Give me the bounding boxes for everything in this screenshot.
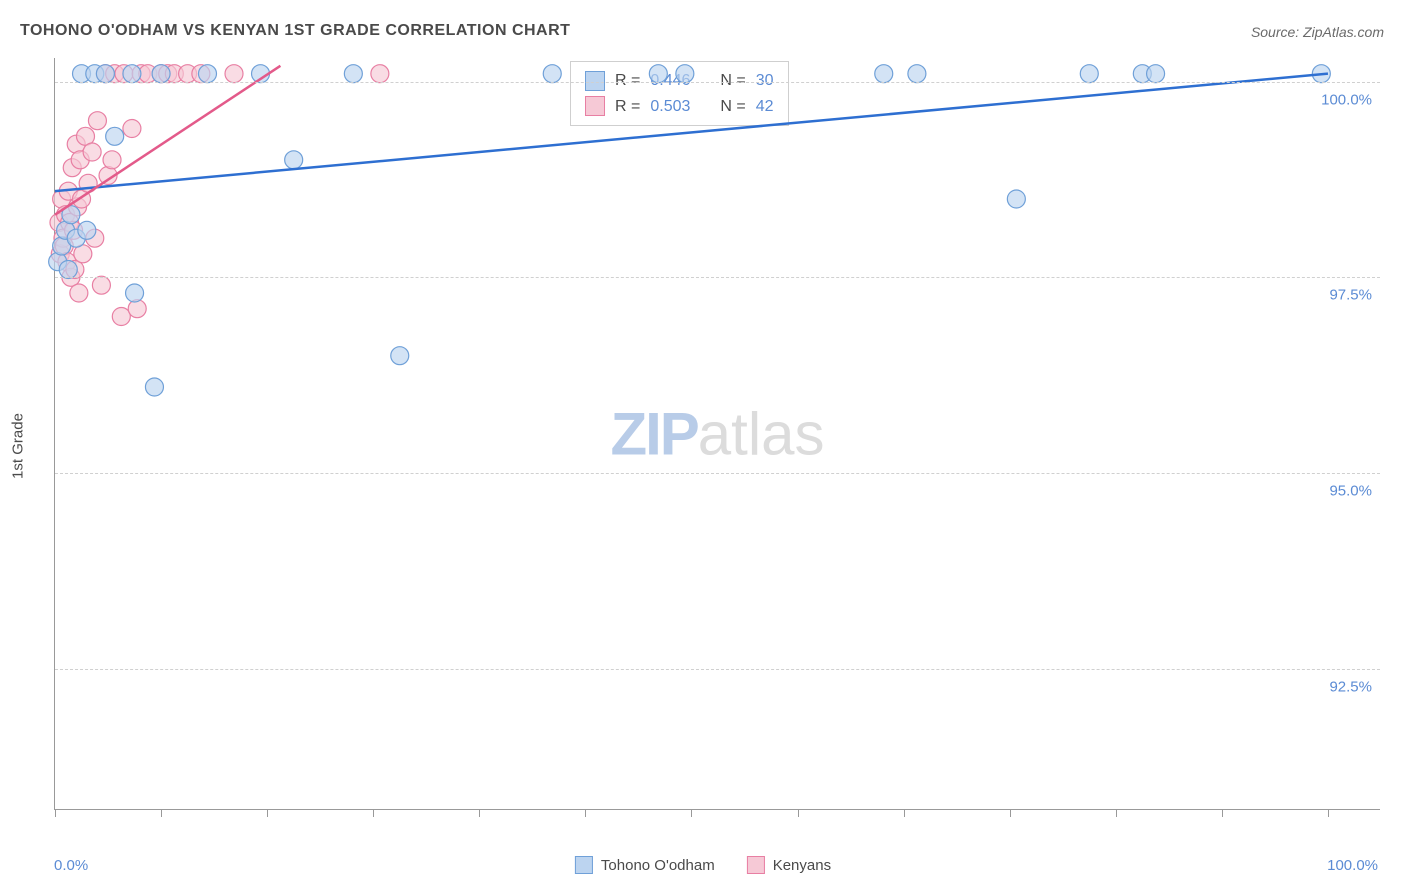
scatter-point	[225, 65, 243, 83]
scatter-point	[123, 120, 141, 138]
y-axis-title: 1st Grade	[10, 413, 27, 479]
y-tick-label: 92.5%	[1329, 679, 1372, 696]
scatter-point	[70, 284, 88, 302]
x-tick	[691, 809, 692, 817]
scatter-point	[198, 65, 216, 83]
scatter-point	[59, 261, 77, 279]
scatter-point	[649, 65, 667, 83]
scatter-point	[88, 112, 106, 130]
legend-swatch-series2	[747, 856, 765, 874]
x-tick	[798, 809, 799, 817]
scatter-point	[1080, 65, 1098, 83]
legend-label-series2: Kenyans	[773, 857, 831, 874]
chart-container: TOHONO O'ODHAM VS KENYAN 1ST GRADE CORRE…	[0, 0, 1406, 892]
gridline-h	[55, 82, 1380, 83]
x-tick	[479, 809, 480, 817]
scatter-point	[371, 65, 389, 83]
x-tick	[161, 809, 162, 817]
scatter-point	[96, 65, 114, 83]
scatter-point	[112, 308, 130, 326]
scatter-point	[908, 65, 926, 83]
x-tick	[55, 809, 56, 817]
legend-label-series1: Tohono O'odham	[601, 857, 715, 874]
bottom-legend: Tohono O'odham Kenyans	[575, 856, 831, 874]
gridline-h	[55, 277, 1380, 278]
x-tick	[904, 809, 905, 817]
x-tick	[373, 809, 374, 817]
legend-swatch-series1	[575, 856, 593, 874]
x-tick	[585, 809, 586, 817]
scatter-point	[152, 65, 170, 83]
y-tick-label: 100.0%	[1321, 91, 1372, 108]
x-tick	[1328, 809, 1329, 817]
y-tick-label: 95.0%	[1329, 483, 1372, 500]
scatter-point	[391, 347, 409, 365]
scatter-point	[1007, 190, 1025, 208]
scatter-point	[543, 65, 561, 83]
x-tick	[1010, 809, 1011, 817]
scatter-point	[128, 300, 146, 318]
scatter-point	[103, 151, 121, 169]
x-axis-max-label: 100.0%	[1327, 857, 1378, 874]
scatter-point	[875, 65, 893, 83]
source-attribution: Source: ZipAtlas.com	[1251, 24, 1384, 40]
x-tick	[267, 809, 268, 817]
legend-item-series2: Kenyans	[747, 856, 831, 874]
trend-line	[55, 74, 1328, 192]
scatter-point	[285, 151, 303, 169]
plot-svg	[55, 58, 1380, 809]
scatter-point	[123, 65, 141, 83]
scatter-point	[676, 65, 694, 83]
scatter-point	[78, 221, 96, 239]
x-tick	[1116, 809, 1117, 817]
chart-title: TOHONO O'ODHAM VS KENYAN 1ST GRADE CORRE…	[20, 22, 570, 40]
x-tick	[1222, 809, 1223, 817]
scatter-point	[126, 284, 144, 302]
scatter-point	[344, 65, 362, 83]
scatter-point	[83, 143, 101, 161]
gridline-h	[55, 669, 1380, 670]
scatter-point	[92, 276, 110, 294]
plot-area: ZIPatlas R = 0.446 N = 30 R = 0.503 N = …	[54, 58, 1380, 810]
y-tick-label: 97.5%	[1329, 287, 1372, 304]
gridline-h	[55, 473, 1380, 474]
scatter-point	[106, 127, 124, 145]
scatter-point	[145, 378, 163, 396]
legend-item-series1: Tohono O'odham	[575, 856, 715, 874]
x-axis-min-label: 0.0%	[54, 857, 88, 874]
scatter-point	[1147, 65, 1165, 83]
